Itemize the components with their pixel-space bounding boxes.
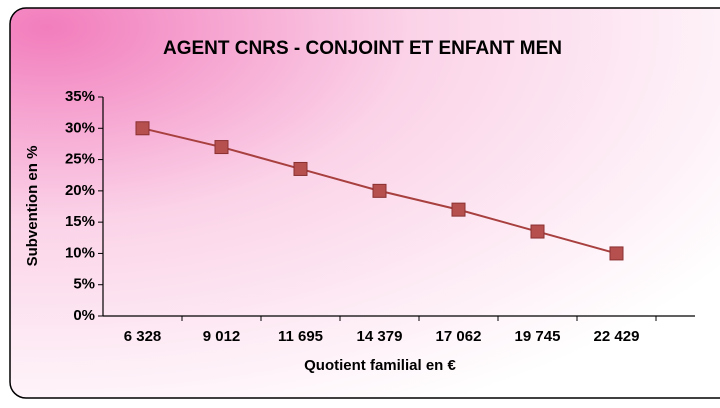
y-axis-label: Subvention en % xyxy=(24,146,41,267)
x-tick-label: 22 429 xyxy=(594,328,640,345)
x-tick-label: 9 012 xyxy=(203,328,241,345)
x-tick-label: 19 745 xyxy=(515,328,561,345)
data-point xyxy=(214,140,229,155)
data-point xyxy=(372,183,387,198)
data-point xyxy=(135,121,150,136)
y-tick-label: 0% xyxy=(73,307,95,324)
y-tick-label: 25% xyxy=(65,151,95,168)
data-point xyxy=(530,224,545,239)
data-point xyxy=(293,161,308,176)
y-tick-label: 5% xyxy=(73,276,95,293)
y-tick-label: 35% xyxy=(65,88,95,105)
y-tick-label: 10% xyxy=(65,244,95,261)
y-tick-label: 30% xyxy=(65,119,95,136)
data-point xyxy=(451,202,466,217)
chart-title: AGENT CNRS - CONJOINT ET ENFANT MEN xyxy=(163,38,562,59)
x-tick-label: 11 695 xyxy=(278,328,323,345)
data-point xyxy=(609,246,624,261)
x-axis-label: Quotient familial en € xyxy=(304,357,456,374)
y-tick-label: 15% xyxy=(65,213,95,230)
y-tick-label: 20% xyxy=(65,182,95,199)
x-tick-label: 6 328 xyxy=(124,328,162,345)
x-tick-label: 14 379 xyxy=(357,328,403,345)
chart-frame xyxy=(9,7,720,399)
x-tick-label: 17 062 xyxy=(436,328,482,345)
